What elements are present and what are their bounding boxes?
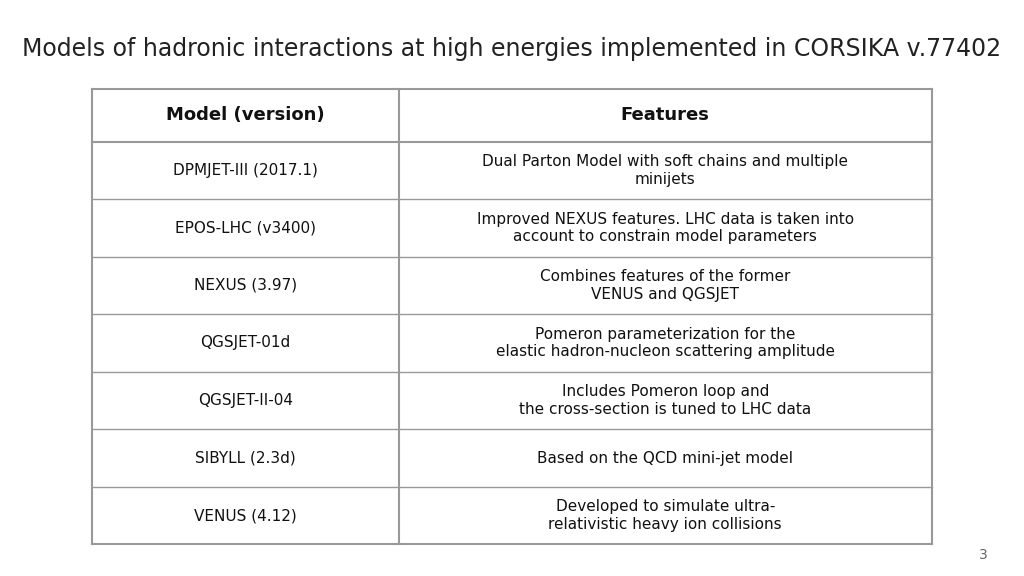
Text: Includes Pomeron loop and
the cross-section is tuned to LHC data: Includes Pomeron loop and the cross-sect… <box>519 384 811 416</box>
Text: QGSJET-II-04: QGSJET-II-04 <box>198 393 293 408</box>
Text: EPOS-LHC (v3400): EPOS-LHC (v3400) <box>175 221 315 236</box>
Text: QGSJET-01d: QGSJET-01d <box>201 335 291 350</box>
Text: Dual Parton Model with soft chains and multiple
minijets: Dual Parton Model with soft chains and m… <box>482 154 848 187</box>
Text: SIBYLL (2.3d): SIBYLL (2.3d) <box>195 450 296 465</box>
Text: VENUS (4.12): VENUS (4.12) <box>194 508 297 523</box>
Text: NEXUS (3.97): NEXUS (3.97) <box>194 278 297 293</box>
Text: Combines features of the former
VENUS and QGSJET: Combines features of the former VENUS an… <box>540 269 791 302</box>
Text: Models of hadronic interactions at high energies implemented in CORSIKA v.77402: Models of hadronic interactions at high … <box>23 37 1001 62</box>
Text: Pomeron parameterization for the
elastic hadron-nucleon scattering amplitude: Pomeron parameterization for the elastic… <box>496 327 835 359</box>
Text: Features: Features <box>621 107 710 124</box>
Text: DPMJET-III (2017.1): DPMJET-III (2017.1) <box>173 163 317 178</box>
Text: Based on the QCD mini-jet model: Based on the QCD mini-jet model <box>538 450 794 465</box>
Text: Developed to simulate ultra-
relativistic heavy ion collisions: Developed to simulate ultra- relativisti… <box>549 499 782 532</box>
Text: Model (version): Model (version) <box>166 107 325 124</box>
Text: Improved NEXUS features. LHC data is taken into
account to constrain model param: Improved NEXUS features. LHC data is tak… <box>477 212 854 244</box>
Text: 3: 3 <box>979 548 988 562</box>
